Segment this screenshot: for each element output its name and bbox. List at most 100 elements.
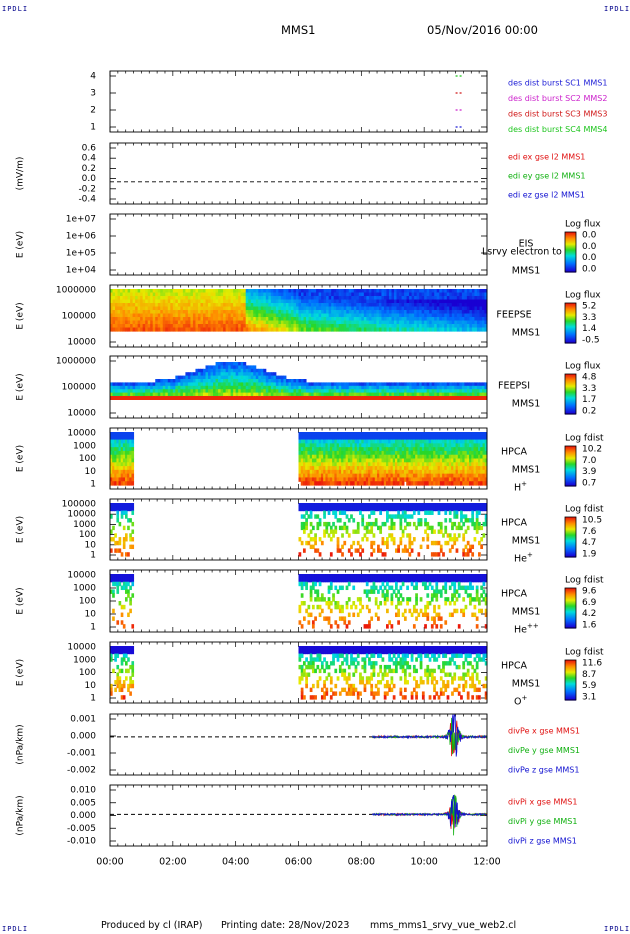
spectrogram-cell [325, 466, 329, 471]
spectrogram-cell [361, 458, 365, 463]
spectrogram-cell [311, 324, 315, 329]
spectrogram-cell [414, 382, 418, 387]
spectrogram-cell [336, 392, 340, 397]
spectrogram-cell [346, 310, 350, 315]
spectrogram-cell [258, 320, 262, 325]
spectrogram-cell [165, 303, 169, 308]
spectrogram-cell [346, 382, 350, 387]
spectrogram-cell [213, 368, 217, 373]
spectrogram-cell [406, 389, 410, 394]
spectrogram-cell [426, 396, 430, 400]
y-tick-label: 1000 [73, 441, 96, 451]
spectrogram-cell [238, 292, 242, 297]
spectrogram-cell [320, 462, 324, 467]
spectrogram-cell [366, 317, 370, 322]
spectrogram-cell [125, 303, 129, 308]
spectrogram-cell [345, 458, 349, 463]
spectrogram-cell [132, 289, 136, 294]
spectrogram-cell [325, 439, 329, 444]
spectrogram-cell [358, 320, 362, 325]
spectrogram-cell [298, 317, 302, 322]
spectrogram-cell [137, 382, 141, 387]
spectrogram-cell [421, 313, 425, 318]
spectrogram-cell [170, 396, 174, 400]
spectrogram-cell [341, 289, 345, 294]
spectrogram-cell [316, 450, 320, 456]
spectrogram-cell [263, 324, 267, 329]
spectrogram-cell [175, 292, 179, 297]
spectrogram-cell [152, 303, 156, 308]
spectrogram-cell [416, 296, 420, 301]
spectrogram-cell [311, 320, 315, 325]
spectrogram-cell [250, 365, 254, 370]
spectrogram-cell [118, 458, 122, 463]
spectrogram-cell [345, 450, 349, 456]
spectrogram-cell [321, 303, 325, 308]
colorbar-cell [565, 337, 576, 339]
spectrogram-cell [220, 313, 224, 318]
spectrogram-cell [363, 392, 367, 397]
spectrogram-cell [328, 382, 332, 387]
spectrogram-cell [311, 439, 315, 444]
spectrogram-cell [137, 389, 141, 394]
spectrogram-cell [127, 303, 131, 308]
spectrogram-cell [152, 324, 156, 329]
spectrogram-cell [449, 303, 453, 308]
spectrogram-cell [446, 306, 450, 311]
spectrogram-cell [290, 392, 294, 397]
spectrogram-cell [361, 466, 365, 471]
spectrogram-cell [218, 313, 222, 318]
spectrogram-cell [283, 306, 287, 311]
spectrogram-cell [332, 454, 335, 460]
spectrogram-cell [388, 435, 392, 441]
spectrogram-cell [311, 432, 315, 437]
spectrogram-cell [245, 379, 249, 383]
spectrogram-cell [129, 481, 132, 486]
spectrogram-cell [358, 292, 362, 297]
spectrogram-cell [436, 385, 440, 390]
spectrogram-cell [416, 324, 420, 329]
spectrogram-cell [429, 385, 433, 390]
spectrogram-cell [127, 313, 131, 318]
spectrogram-cell [356, 310, 360, 315]
spectrogram-cell [275, 385, 279, 390]
spectrogram-cell [150, 324, 154, 329]
spectrogram-cell [327, 466, 331, 471]
legend-burst: des dist burst SC3 MMS3 [508, 110, 607, 119]
spectrogram-cell [439, 392, 443, 397]
spectrogram-cell [293, 306, 297, 311]
spectrogram-cell [202, 392, 207, 397]
spectrogram-cell [316, 469, 320, 475]
spectrogram-cell [370, 454, 374, 460]
spectrogram-cell [404, 324, 408, 329]
spectrogram-cell [332, 439, 335, 444]
spectrogram-cell [373, 313, 377, 318]
spectrogram-cell [210, 375, 214, 380]
spectrogram-cell [352, 435, 356, 441]
spectrogram-cell [343, 292, 347, 297]
spectrogram-cell [348, 392, 352, 397]
spectrogram-cell [200, 289, 204, 294]
spectrogram-cell [258, 389, 262, 394]
spectrogram-cell [346, 313, 350, 318]
spectrogram-cell [456, 306, 460, 311]
spectrogram-cell [295, 382, 299, 387]
spectrogram-cell [336, 454, 340, 460]
spectrogram-cell [399, 443, 403, 448]
spectrogram-cell [160, 313, 164, 318]
spectrogram-cell [388, 296, 392, 301]
spectrogram-cell [260, 289, 264, 294]
spectrogram-cell [220, 372, 224, 377]
spectrogram-cell [145, 296, 149, 301]
spectrogram-cell [401, 477, 405, 482]
spectrogram-cell [484, 313, 488, 318]
spectrogram-cell [248, 375, 252, 380]
spectrogram-cell [338, 289, 342, 294]
spectrogram-cell [381, 392, 385, 397]
spectrogram-cell [305, 454, 308, 460]
spectrogram-cell [446, 296, 450, 301]
spectrogram-cell [208, 324, 212, 329]
spectrogram-cell [278, 292, 282, 297]
spectrogram-cell [444, 292, 448, 297]
spectrogram-cell [215, 317, 219, 322]
